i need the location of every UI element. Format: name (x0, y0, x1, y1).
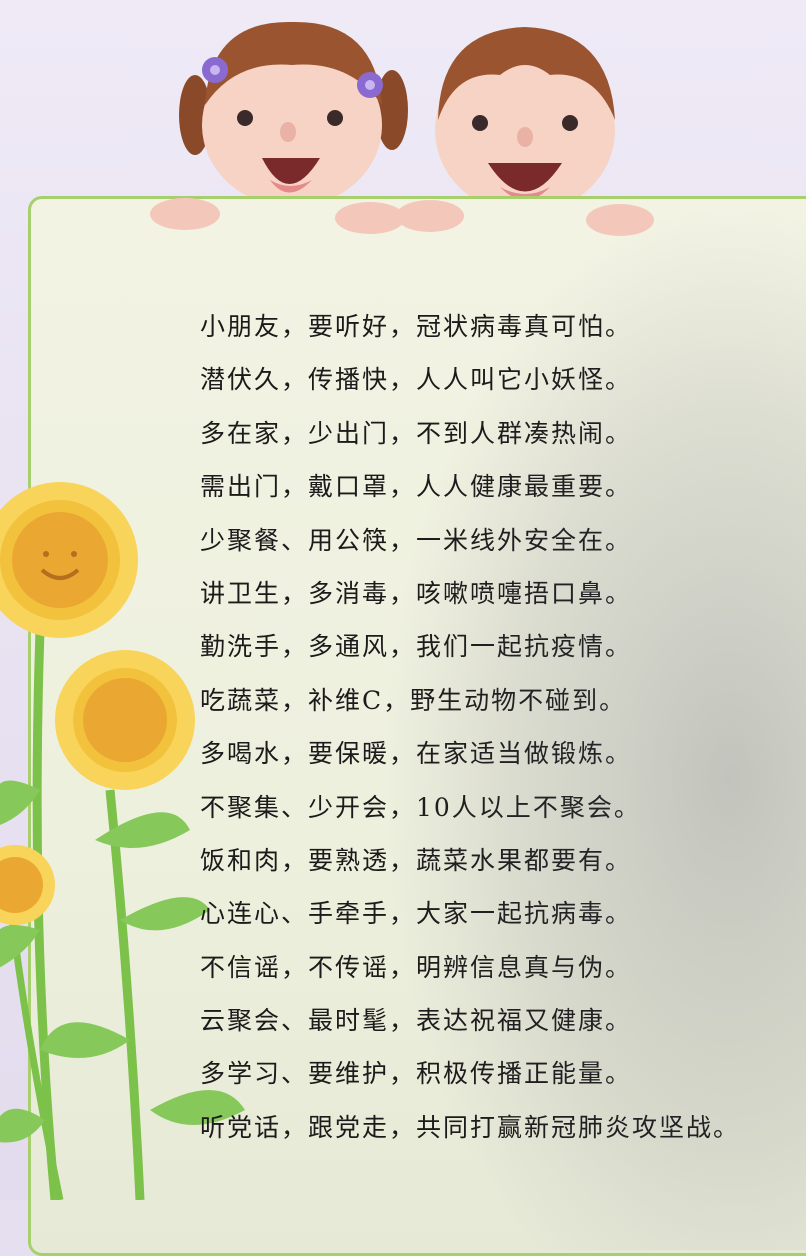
poem: 小朋友，要听好，冠状病毒真可怕。 潜伏久，传播快，人人叫它小妖怪。 多在家，少出… (200, 300, 800, 1154)
poem-line: 勤洗手，多通风，我们一起抗疫情。 (200, 632, 633, 662)
poem-line: 讲卫生，多消毒，咳嗽喷嚏捂口鼻。 (200, 578, 633, 608)
sunflower-illustration (0, 482, 245, 1200)
poem-line: 少聚餐、用公筷，一米线外安全在。 (200, 525, 633, 555)
poem-line: 吃蔬菜，补维C，野生动物不碰到。 (200, 685, 627, 715)
poem-line: 多学习、要维护，积极传播正能量。 (200, 1059, 633, 1089)
poem-line: 多在家，少出门，不到人群凑热闹。 (200, 418, 633, 448)
poem-line: 需出门，戴口罩，人人健康最重要。 (200, 472, 633, 502)
poem-line: 不信谣，不传谣，明辨信息真与伪。 (200, 952, 633, 982)
poem-line: 听党话，跟党走，共同打赢新冠肺炎攻坚战。 (200, 1112, 741, 1142)
hands-illustration (150, 198, 654, 236)
poem-line: 潜伏久，传播快，人人叫它小妖怪。 (200, 365, 633, 395)
poem-line: 小朋友，要听好，冠状病毒真可怕。 (200, 312, 633, 341)
poem-line: 饭和肉，要熟透，蔬菜水果都要有。 (200, 845, 633, 875)
poem-line: 云聚会、最时髦，表达祝福又健康。 (200, 1006, 633, 1036)
poem-line: 不聚集、少开会，10人以上不聚会。 (200, 792, 641, 822)
poem-line: 心连心、手牵手，大家一起抗病毒。 (200, 899, 633, 929)
poem-line: 多喝水，要保暖，在家适当做锻炼。 (200, 739, 633, 769)
